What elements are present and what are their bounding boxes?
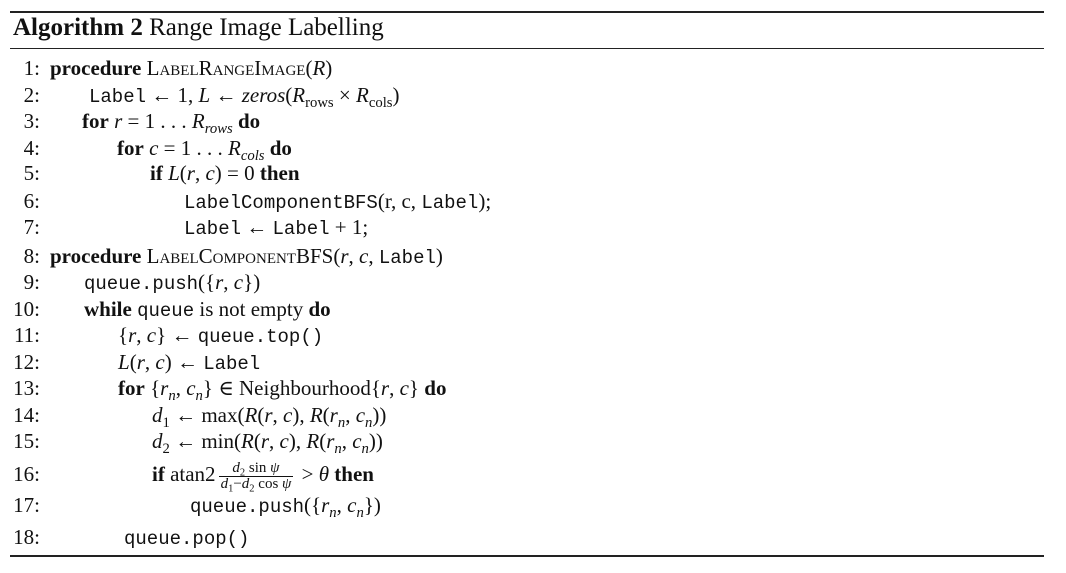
line-number: 18: [13, 525, 40, 549]
line-number: 4: [23, 136, 40, 160]
title-rule [10, 48, 1044, 49]
line-content: for {rn, cn} ∈ Neighbourhood{r, c} do [118, 376, 447, 405]
line-content: if atan2 d2 sin ψ d1−d2 cos ψ > θ then [152, 459, 374, 495]
line-content: Label ← 1, L ← zeros(Rrows × Rcols) [89, 83, 400, 112]
line-number: 16: [13, 462, 40, 486]
line-number: 1: [23, 56, 40, 80]
line-number: 3: [23, 109, 40, 133]
top-rule [10, 11, 1044, 13]
fraction: d2 sin ψ d1−d2 cos ψ [218, 459, 294, 495]
line-content: d1 ← max(R(r, c), R(rn, cn)) [152, 403, 387, 432]
algorithm-name: Range Image Labelling [149, 14, 384, 41]
line-content: queue.pop() [124, 528, 250, 550]
algorithm-box: Algorithm 2 Range Image Labelling 1: pro… [10, 0, 1044, 573]
line-number: 13: [13, 376, 40, 400]
line-content: while queue is not empty do [84, 297, 331, 322]
line-content: Label ← Label + 1; [184, 215, 369, 240]
line-number: 7: [23, 215, 40, 239]
algorithm-title: Algorithm 2 Range Image Labelling [13, 13, 384, 43]
algorithm-label: Algorithm 2 [13, 14, 143, 41]
line-number: 12: [13, 350, 40, 374]
line-content: for c = 1 . . . Rcols do [117, 136, 292, 165]
line-content: queue.push({r, c}) [84, 270, 261, 295]
line-content: if L(r, c) = 0 then [150, 161, 300, 185]
line-content: procedure LabelRangeImage(R) [50, 56, 333, 80]
line-content: procedure LabelComponentBFS(r, c, Label) [50, 244, 443, 269]
line-number: 10: [13, 297, 40, 321]
line-number: 11: [13, 323, 40, 347]
line-number: 17: [13, 493, 40, 517]
line-number: 2: [23, 83, 40, 107]
line-content: for r = 1 . . . Rrows do [82, 109, 261, 138]
line-content: L(r, c) ← Label [118, 350, 261, 375]
line-number: 5: [23, 161, 40, 185]
line-number: 14: [13, 403, 40, 427]
bottom-rule [10, 555, 1044, 557]
line-number: 8: [23, 244, 40, 268]
line-content: queue.push({rn, cn}) [190, 493, 381, 522]
line-number: 6: [23, 189, 40, 213]
line-content: LabelComponentBFS(r, c, Label); [184, 189, 492, 214]
line-content: d2 ← min(R(r, c), R(rn, cn)) [152, 429, 383, 458]
line-number: 9: [23, 270, 40, 294]
line-content: {r, c} ← queue.top() [118, 323, 324, 348]
line-number: 15: [13, 429, 40, 453]
